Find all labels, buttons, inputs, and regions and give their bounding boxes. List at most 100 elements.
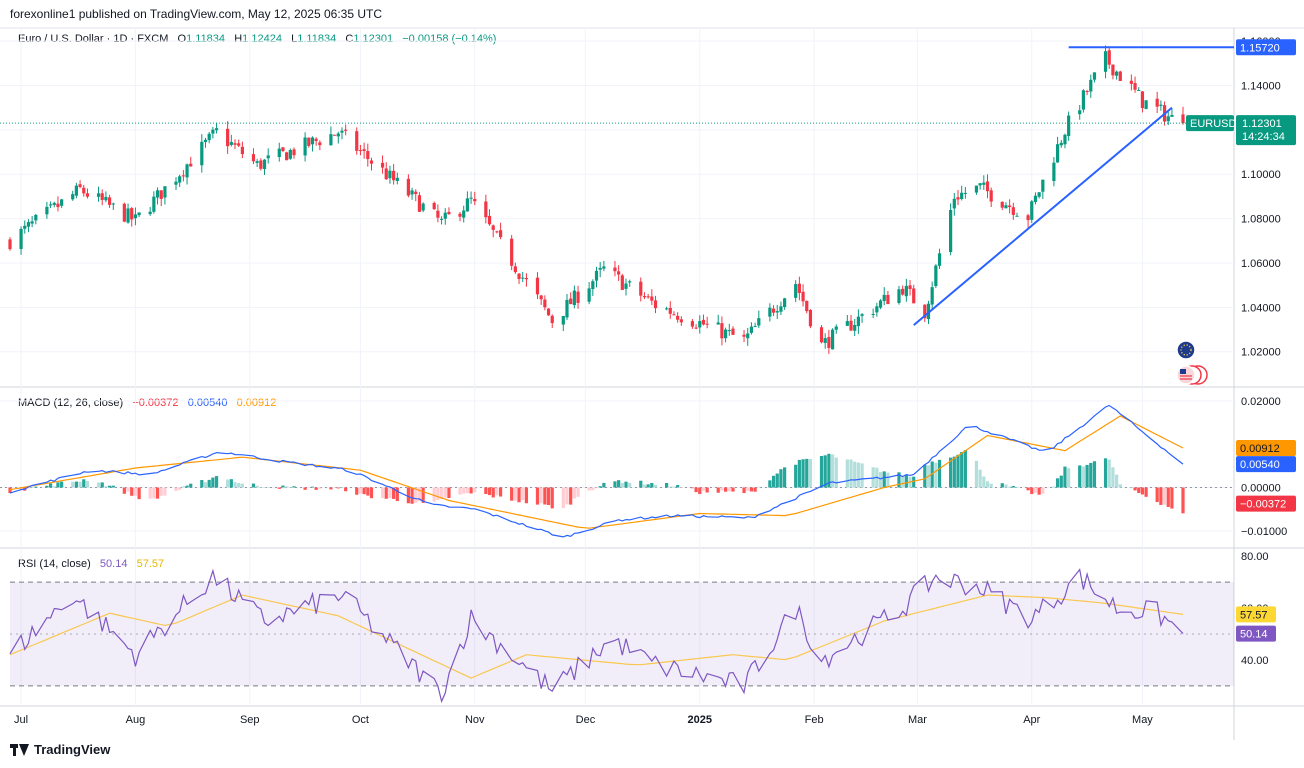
macd-signal-badge: 0.00912: [1240, 443, 1280, 455]
candle-body: [856, 316, 860, 327]
candle-body: [698, 321, 702, 328]
macd-histogram-bar: [1162, 487, 1167, 505]
macd-histogram-bar: [344, 487, 348, 492]
candle-body: [539, 295, 543, 300]
macd-histogram-bar: [1144, 487, 1148, 497]
candle-body: [1092, 72, 1097, 80]
eu-flag-icon[interactable]: [1176, 340, 1196, 360]
macd-histogram-bar: [137, 487, 141, 500]
candle-body: [465, 198, 469, 212]
candle-body: [617, 271, 621, 275]
candle-body: [56, 203, 60, 208]
candle-body: [314, 138, 318, 141]
macd-histogram-bar: [82, 479, 86, 488]
macd-histogram-bar: [642, 484, 647, 488]
price-tick-label: 1.10000: [1241, 169, 1281, 181]
macd-histogram-bar: [878, 472, 883, 488]
us-flag-icon[interactable]: [1176, 365, 1208, 385]
candle-body: [1103, 51, 1108, 72]
candle-body: [561, 315, 565, 325]
rsi-value-badge: 50.14: [1240, 629, 1268, 641]
candle-body: [598, 267, 602, 270]
rsi-ma-line: [9, 594, 1184, 679]
candle-body: [462, 210, 466, 218]
macd-histogram-bar: [1115, 474, 1119, 488]
macd-signal-line: [9, 415, 1184, 529]
chart-canvas[interactable]: 1.020001.040001.060001.080001.100001.120…: [0, 0, 1304, 740]
macd-histogram-bar: [1111, 467, 1115, 488]
macd-histogram-bar: [797, 459, 801, 488]
candle-body: [664, 308, 669, 310]
macd-histogram-bar: [524, 487, 529, 504]
candle-body: [897, 289, 901, 303]
macd-histogram-bar: [513, 487, 517, 501]
high-label: H: [234, 33, 243, 45]
symbol-legend: Euro / U.S. Dollar · 1D · FXCM O1.11834 …: [18, 33, 496, 45]
candle-body: [366, 151, 370, 160]
candle-body: [1015, 215, 1019, 217]
candle-body: [1008, 205, 1012, 207]
candle-body: [1115, 71, 1119, 76]
candle-body: [949, 209, 953, 253]
macd-histogram-bar: [794, 464, 798, 488]
macd-histogram-bar: [912, 476, 916, 488]
low-label: L: [291, 33, 298, 45]
macd-histogram-bar: [701, 487, 706, 491]
macd-histogram-bar: [462, 487, 466, 494]
macd-title: MACD (12, 26, close): [18, 397, 124, 409]
candle-body: [45, 206, 49, 215]
macd-line-badge-bg: [1236, 456, 1296, 473]
candle-body: [594, 270, 599, 281]
candle-body: [414, 191, 418, 195]
candle-body: [731, 328, 735, 335]
candle-body: [19, 228, 23, 249]
candle-body: [96, 193, 101, 197]
macd-histogram-bar: [226, 479, 230, 488]
candle-body: [779, 306, 783, 312]
macd-histogram-bar: [591, 487, 595, 491]
candle-body: [310, 137, 315, 145]
drawings[interactable]: [913, 46, 1234, 326]
candle-body: [808, 310, 813, 327]
macd-histogram-bar: [355, 487, 359, 495]
time-tick-label: Nov: [465, 714, 485, 726]
macd-histogram-bar: [159, 487, 163, 496]
candle-body: [926, 303, 931, 319]
macd-histogram-bar: [937, 459, 942, 488]
macd-histogram-bar: [731, 487, 735, 492]
candle-body: [491, 225, 495, 230]
candle-body: [963, 192, 967, 194]
rsi-value-badge-bg: [1236, 625, 1276, 642]
candle-body: [384, 168, 388, 180]
candle-body: [1137, 90, 1141, 92]
macd-histogram-bar: [85, 480, 90, 488]
macd-histogram-bar: [19, 487, 23, 491]
macd-histogram-bar: [668, 486, 672, 488]
candle-body: [882, 294, 886, 301]
candle-body: [26, 222, 31, 227]
candle-body: [362, 149, 366, 151]
macd-histogram-bar: [96, 482, 101, 488]
candle-body: [757, 318, 761, 326]
candle-body: [1166, 116, 1170, 122]
candle-body: [771, 308, 776, 313]
candle-body: [229, 141, 233, 145]
rsi-ma-badge: 57.57: [1240, 609, 1268, 621]
macd-histogram-bar: [823, 455, 827, 488]
candle-body: [178, 176, 182, 183]
last-price-badge: 1.12301: [1242, 118, 1282, 130]
footer-brand[interactable]: TradingView: [10, 742, 110, 757]
macd-histogram-bar: [624, 481, 628, 488]
candle-body: [473, 198, 477, 202]
rsi-legend: RSI (14, close) 50.14 57.57: [18, 558, 164, 570]
candle-body: [639, 281, 643, 296]
time-axis[interactable]: Jul Aug Sep Oct Nov Dec 2025 Feb Mar Apr May: [14, 714, 1153, 726]
macd-histogram-bar: [107, 485, 112, 488]
macd-histogram-bar: [1004, 484, 1008, 488]
candle-body: [82, 187, 86, 194]
macd-tick-label: 0.02000: [1241, 396, 1281, 408]
macd-histogram-bar: [229, 479, 233, 488]
candle-body: [956, 197, 960, 200]
candle-body: [576, 291, 580, 303]
macd-histogram-bar: [705, 487, 709, 493]
